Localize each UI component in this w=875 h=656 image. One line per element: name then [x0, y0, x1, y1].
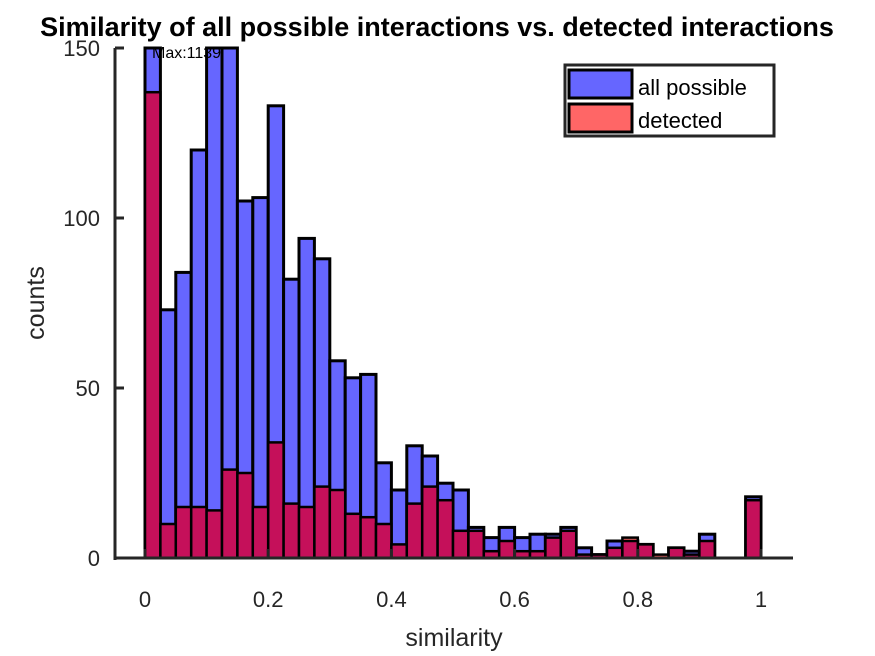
- y-ticks: 0 50 100 150: [63, 36, 124, 571]
- bar-detected: [605, 546, 624, 560]
- legend-label-detected: detected: [638, 108, 722, 133]
- x-axis-label: similarity: [405, 624, 503, 652]
- legend-swatch-detected: [567, 102, 634, 134]
- bar-detected: [282, 502, 301, 560]
- bar-all-possible: [189, 148, 209, 560]
- bar-detected: [636, 543, 655, 560]
- bar-detected: [374, 522, 393, 560]
- bar-detected: [436, 498, 455, 560]
- bar-detected: [266, 441, 285, 560]
- bar-detected: [420, 485, 439, 560]
- x-ticks: 0 0.2 0.4 0.6 0.8 1: [139, 549, 767, 612]
- bar-detected: [143, 90, 162, 560]
- bar-detected: [313, 485, 332, 560]
- axes: [113, 48, 793, 560]
- all-possible-series: [143, 46, 763, 560]
- x-tick-label: 0.6: [499, 587, 530, 612]
- bar-detected: [251, 505, 270, 560]
- legend-swatch-all-possible: [567, 68, 634, 100]
- bar-detected: [451, 529, 470, 560]
- bar-detected: [343, 512, 362, 560]
- bar-detected: [405, 502, 424, 560]
- bar-overlap: [621, 539, 640, 560]
- legend-label-all-possible: all possible: [638, 75, 747, 100]
- bar-detected: [174, 505, 193, 560]
- y-tick-label: 150: [63, 36, 100, 61]
- bar-all-possible: [251, 196, 270, 560]
- legend: all possible detected: [563, 63, 776, 138]
- bar-detected: [328, 488, 347, 560]
- bar-detected: [359, 515, 378, 560]
- x-tick-label: 0.4: [376, 587, 407, 612]
- x-tick-label: 0.8: [623, 587, 654, 612]
- bar-detected: [236, 471, 255, 560]
- max-annotation: Max:1139: [152, 45, 221, 62]
- chart-title: Similarity of all possible interactions …: [40, 12, 834, 42]
- bar-detected: [744, 498, 763, 560]
- bar-detected: [497, 539, 516, 560]
- x-tick-label: 1: [755, 587, 767, 612]
- bar-detected: [220, 468, 239, 560]
- y-tick-label: 0: [88, 546, 100, 571]
- y-axis-label: counts: [22, 266, 50, 340]
- y-tick-label: 50: [76, 376, 100, 401]
- bar-detected: [698, 539, 717, 560]
- bar-detected: [390, 543, 409, 560]
- x-tick-label: 0.2: [253, 587, 284, 612]
- y-tick-label: 100: [63, 206, 100, 231]
- bar-detected: [159, 522, 178, 560]
- bar-all-possible: [158, 308, 178, 560]
- bar-detected: [667, 546, 686, 560]
- bar-detected: [189, 505, 208, 560]
- bar-all-possible: [205, 46, 224, 560]
- bar-detected: [205, 509, 224, 560]
- bar-detected: [467, 529, 486, 560]
- bar-detected: [544, 536, 563, 560]
- x-tick-label: 0: [139, 587, 151, 612]
- bar-detected: [297, 505, 316, 560]
- bar-detected: [559, 529, 578, 560]
